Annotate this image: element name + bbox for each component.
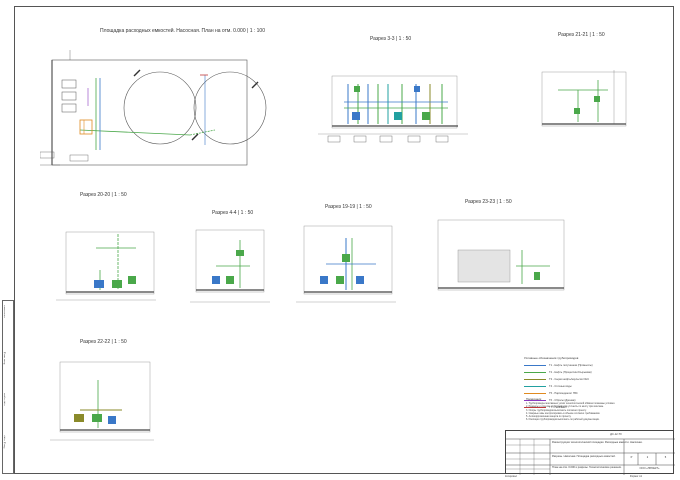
notes-line: 5. Антикоррозионная защита по проекту. — [526, 415, 572, 419]
view-title-4-4: Разрез 4-4 | 1 : 50 — [212, 210, 254, 216]
stamp-sheet: 2 — [646, 456, 649, 459]
pipe-legend: Условные обозначения трубопроводов T1 - … — [524, 356, 594, 411]
section-20-20-drawing — [56, 231, 156, 301]
stamp-copied: Копировал — [505, 475, 517, 478]
legend-line-swatch — [524, 372, 546, 373]
side-approval-strip: Согласовано Взам. инв. № Подп. и дата Ин… — [2, 300, 14, 474]
view-title-23-23: Разрез 23-23 | 1 : 50 — [465, 199, 512, 205]
view-title-plan: Площадка расходных емкостей. Насосная. П… — [100, 28, 265, 34]
drawing-notes: Примечания: 1. Трубопроводы монтажных уз… — [526, 398, 656, 421]
legend-line-swatch — [524, 393, 546, 394]
legend-title: Условные обозначения трубопроводов — [524, 356, 579, 360]
notes-line: 4. Сварные швы контролировать в объеме с… — [526, 411, 601, 415]
title-block: ДС-12-ТХ Реконструкция технологической п… — [505, 430, 675, 475]
legend-label: T7 - Газ/Факел — [549, 406, 567, 409]
sheet-frame — [14, 6, 674, 474]
stamp-stage: Р — [630, 456, 633, 459]
legend-item-t2: T2 - Нефть (Процессинг/Сырьевая) — [524, 369, 594, 376]
plan-drawing — [40, 50, 267, 166]
section-3-3-drawing — [318, 75, 468, 143]
legend-line-swatch — [524, 386, 546, 387]
stamp-sheets: 5 — [664, 456, 667, 459]
legend-label: T1 - Нефть полученная (Промыслы) — [549, 364, 593, 367]
stamp-drawing-title: План на отм. 0.000 и разрезы. Технологич… — [552, 466, 622, 469]
legend-line-swatch — [524, 400, 546, 401]
stamp-description: Реконструкция технологической площадки. … — [552, 441, 643, 444]
notes-line: 1. Трубопроводы монтажных узлов технолог… — [526, 402, 616, 406]
legend-item-t7: T7 - Газ/Факел — [524, 404, 594, 411]
view-title-20-20: Разрез 20-20 | 1 : 50 — [80, 192, 127, 198]
view-title-22-22: Разрез 22-22 | 1 : 50 — [80, 339, 127, 345]
stamp-format: Формат А1 — [630, 475, 643, 478]
legend-item-t5: T5 - Пар/конденсат ГВС — [524, 390, 594, 397]
legend-rows: T1 - Нефть полученная (Промыслы) T2 - Неф… — [524, 362, 594, 411]
legend-line-swatch — [524, 407, 546, 408]
legend-item-t3: T3 - Сырая нефть/эмульсия ОНС — [524, 376, 594, 383]
legend-line-swatch — [524, 379, 546, 380]
legend-line-swatch — [524, 365, 546, 366]
section-22-22-drawing — [50, 361, 154, 441]
section-19-19-drawing — [296, 225, 396, 303]
side-label-sign: Подп. и дата — [4, 393, 6, 406]
view-title-3-3: Разрез 3-3 | 1 : 50 — [370, 36, 412, 42]
side-label-inv: Взам. инв. № — [4, 351, 6, 365]
legend-item-t6: T6 - Сбросы (Дренаж) — [524, 397, 594, 404]
section-4-4-drawing — [190, 229, 270, 303]
stamp-org: ООО «ПРОЕКТ» — [639, 467, 660, 470]
legend-label: T5 - Пар/конденсат ГВС — [549, 392, 578, 395]
side-label-agreed: Согласовано — [4, 305, 6, 319]
notes-title: Примечания: — [526, 398, 542, 401]
title-block-grid — [506, 438, 675, 475]
stamp-sheet-title: Разрезы. Насосная. Площадка расходных ем… — [552, 455, 616, 458]
notes-line: 6. Изоляция трубопроводов выполнить по р… — [526, 418, 600, 422]
notes-line: 3. Опоры трубопроводов выполнить согласн… — [526, 408, 587, 412]
section-23-23-drawing — [437, 219, 565, 291]
legend-item-t4: T4 - Сточные воды — [524, 383, 594, 390]
view-title-19-19: Разрез 19-19 | 1 : 50 — [325, 204, 372, 210]
notes-line: 2. Размеры и отметки трубопроводов уточн… — [526, 405, 604, 409]
view-title-21-21: Разрез 21-21 | 1 : 50 — [558, 32, 605, 38]
stamp-code: ДС-12-ТХ — [610, 433, 622, 436]
section-21-21-drawing — [541, 70, 627, 127]
legend-label: T2 - Нефть (Процессинг/Сырьевая) — [549, 371, 592, 374]
legend-label: T3 - Сырая нефть/эмульсия ОНС — [549, 378, 590, 381]
legend-label: T4 - Сточные воды — [549, 385, 572, 388]
legend-label: T6 - Сбросы (Дренаж) — [549, 399, 576, 402]
side-label-inv-orig: Инв. № подл. — [4, 435, 6, 449]
legend-item-t1: T1 - Нефть полученная (Промыслы) — [524, 362, 594, 369]
